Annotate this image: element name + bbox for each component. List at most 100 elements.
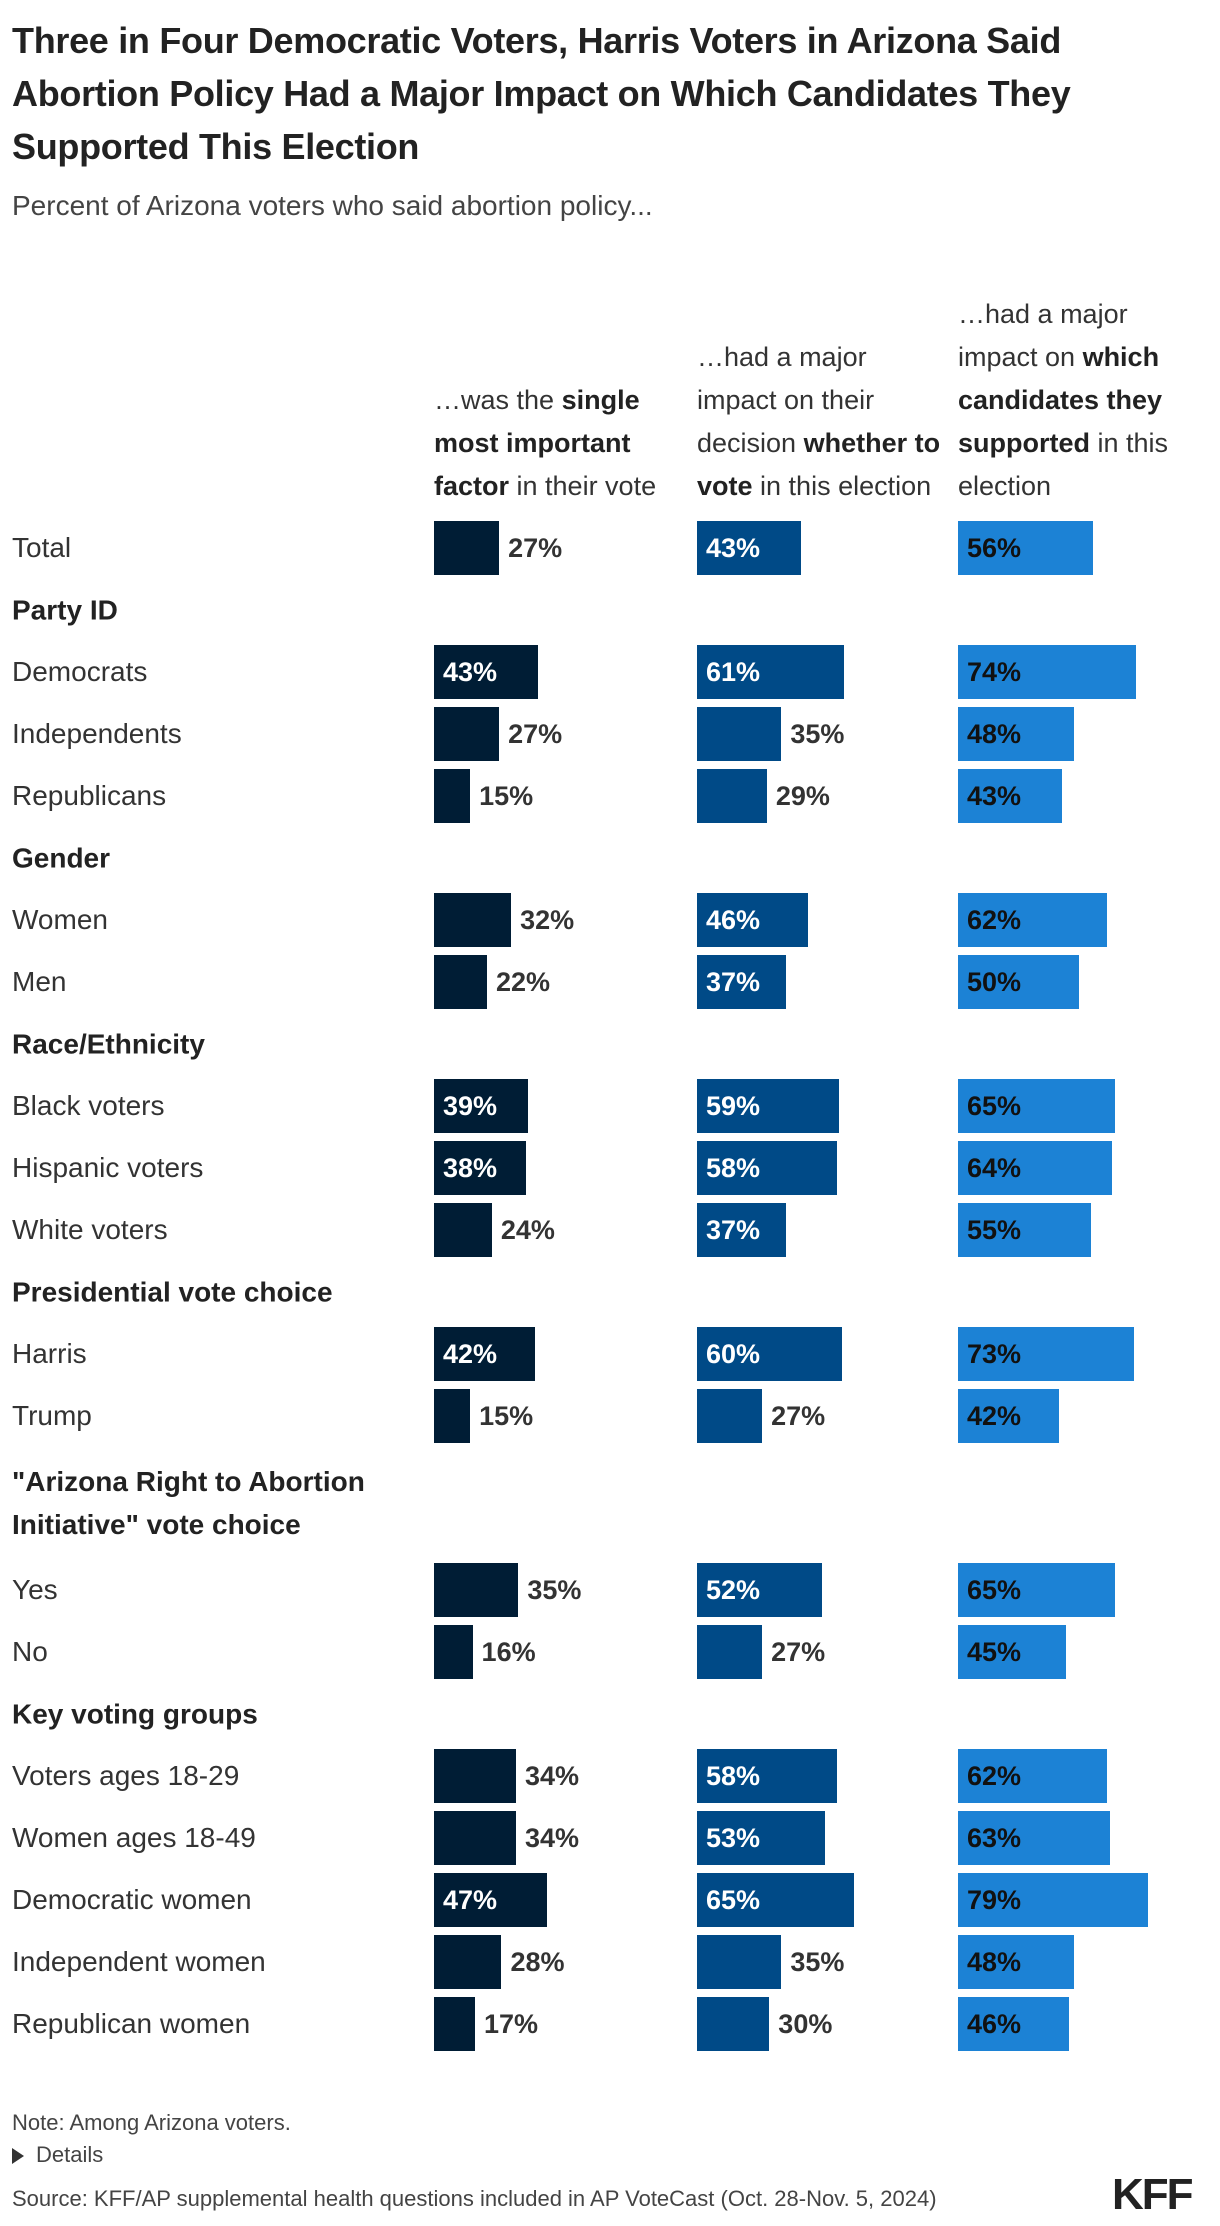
bar-series-2 xyxy=(697,645,844,699)
bar-series-1 xyxy=(434,1389,471,1443)
data-label: 58% xyxy=(706,1761,761,1791)
data-label: 17% xyxy=(483,2009,539,2039)
bar-series-3 xyxy=(958,893,1108,947)
row-label: Trump xyxy=(12,1400,92,1431)
data-label: 79% xyxy=(967,1885,1022,1915)
bar-series-2 xyxy=(697,1563,823,1617)
bar-series-3 xyxy=(958,1873,1149,1927)
table-row: Black voters 39% 59% 65% xyxy=(0,1075,1220,1137)
bar-series-3 xyxy=(958,769,1062,823)
table-row: Democratic women 47% 65% 79% xyxy=(0,1869,1220,1931)
row-label: No xyxy=(12,1636,48,1667)
triangle-right-icon xyxy=(12,2148,24,2165)
bar-series-3 xyxy=(958,1749,1108,1803)
bar-series-2 xyxy=(697,1141,837,1195)
data-label: 16% xyxy=(481,1637,536,1667)
data-label: 39% xyxy=(443,1091,498,1121)
row-label: Republicans xyxy=(12,780,167,811)
table-row: No 16% 27% 45% xyxy=(0,1621,1220,1683)
data-label: 46% xyxy=(967,2009,1022,2039)
data-label: 64% xyxy=(967,1153,1022,1183)
details-toggle[interactable]: Details xyxy=(12,2142,103,2168)
table-row: Republican women 17% 30% 46% xyxy=(0,1993,1220,2055)
data-label: 74% xyxy=(967,657,1022,687)
data-label: 35% xyxy=(790,1947,845,1977)
data-label: 48% xyxy=(967,1947,1022,1977)
row-label: Women ages 18-49 xyxy=(12,1822,256,1853)
bar-series-1 xyxy=(434,893,512,947)
row-label: Yes xyxy=(12,1574,58,1605)
table-row: Total 27% 43% 56% xyxy=(0,517,1220,579)
group-heading-label: "Arizona Right to Abortion Initiative" v… xyxy=(12,1466,365,1540)
row-label: Independent women xyxy=(12,1946,266,1977)
data-label: 43% xyxy=(443,657,498,687)
bar-series-1 xyxy=(434,1935,502,1989)
bar-series-3 xyxy=(958,1141,1113,1195)
data-label: 32% xyxy=(520,905,575,935)
bar-series-3 xyxy=(958,1811,1110,1865)
column-header-1: …was the single most important factor in… xyxy=(434,268,684,508)
bar-series-1 xyxy=(434,1327,536,1381)
data-label: 27% xyxy=(508,719,563,749)
table-row: Republicans 15% 29% 43% xyxy=(0,765,1220,827)
data-label: 37% xyxy=(706,1215,761,1245)
column-header-text: single most important factor xyxy=(434,385,640,501)
bar-series-3 xyxy=(958,1389,1060,1443)
data-label: 62% xyxy=(967,905,1022,935)
data-label: 56% xyxy=(967,533,1022,563)
bar-series-3 xyxy=(958,1327,1134,1381)
data-label: 52% xyxy=(706,1575,761,1605)
bar-series-2 xyxy=(697,893,808,947)
row-label: Voters ages 18-29 xyxy=(12,1760,240,1791)
group-heading-label: Gender xyxy=(12,842,111,874)
data-label: 28% xyxy=(510,1947,565,1977)
data-label: 55% xyxy=(967,1215,1022,1245)
column-header-text: in their vote xyxy=(509,471,657,501)
bar-series-1 xyxy=(434,1625,473,1679)
bar-series-1 xyxy=(434,1873,548,1927)
group-heading: Key voting groups xyxy=(0,1683,1220,1745)
data-label: 45% xyxy=(967,1637,1022,1667)
bar-series-2 xyxy=(697,707,782,761)
table-row: White voters 24% 37% 55% xyxy=(0,1199,1220,1261)
data-label: 50% xyxy=(967,967,1022,997)
bar-series-3 xyxy=(958,707,1074,761)
bar-series-1 xyxy=(434,645,538,699)
bar-series-1 xyxy=(434,707,500,761)
bar-series-1 xyxy=(434,955,488,1009)
note: Note: Among Arizona voters. xyxy=(12,2110,291,2135)
chart-title: Three in Four Democratic Voters, Harris … xyxy=(12,20,1071,167)
group-heading-label: Presidential vote choice xyxy=(12,1276,333,1308)
data-label: 65% xyxy=(967,1091,1022,1121)
bar-series-2 xyxy=(697,1389,763,1443)
data-label: 46% xyxy=(706,905,761,935)
table-row: Women 32% 46% 62% xyxy=(0,889,1220,951)
bar-series-1 xyxy=(434,1811,516,1865)
column-header-text: in this election xyxy=(752,471,932,501)
data-label: 65% xyxy=(706,1885,761,1915)
bar-series-1 xyxy=(434,1141,526,1195)
bar-series-1 xyxy=(434,1749,516,1803)
column-header-text: …had a major impact on xyxy=(958,299,1128,372)
group-heading: Race/Ethnicity xyxy=(0,1013,1220,1075)
bar-series-2 xyxy=(697,1203,787,1257)
group-heading-label: Race/Ethnicity xyxy=(12,1028,205,1060)
bar-series-3 xyxy=(958,1935,1074,1989)
row-label: White voters xyxy=(12,1214,168,1245)
data-label: 53% xyxy=(706,1823,761,1853)
column-header-text: …was the xyxy=(434,385,562,415)
data-label: 42% xyxy=(967,1401,1022,1431)
data-label: 59% xyxy=(706,1091,761,1121)
table-row: Democrats 43% 61% 74% xyxy=(0,641,1220,703)
table-row: Trump 15% 27% 42% xyxy=(0,1385,1220,1447)
data-label: 27% xyxy=(508,533,563,563)
kff-logo: KFF xyxy=(1112,2170,1194,2219)
bar-series-3 xyxy=(958,1203,1091,1257)
table-row: Independent women 28% 35% 48% xyxy=(0,1931,1220,1993)
chart-rows: Total 27% 43% 56% Party ID Democrats 43% 61% 74%… xyxy=(0,517,1220,2055)
data-label: 65% xyxy=(967,1575,1022,1605)
row-label: Harris xyxy=(12,1338,87,1369)
data-label: 42% xyxy=(443,1339,498,1369)
data-label: 60% xyxy=(706,1339,761,1369)
data-label: 38% xyxy=(443,1153,498,1183)
